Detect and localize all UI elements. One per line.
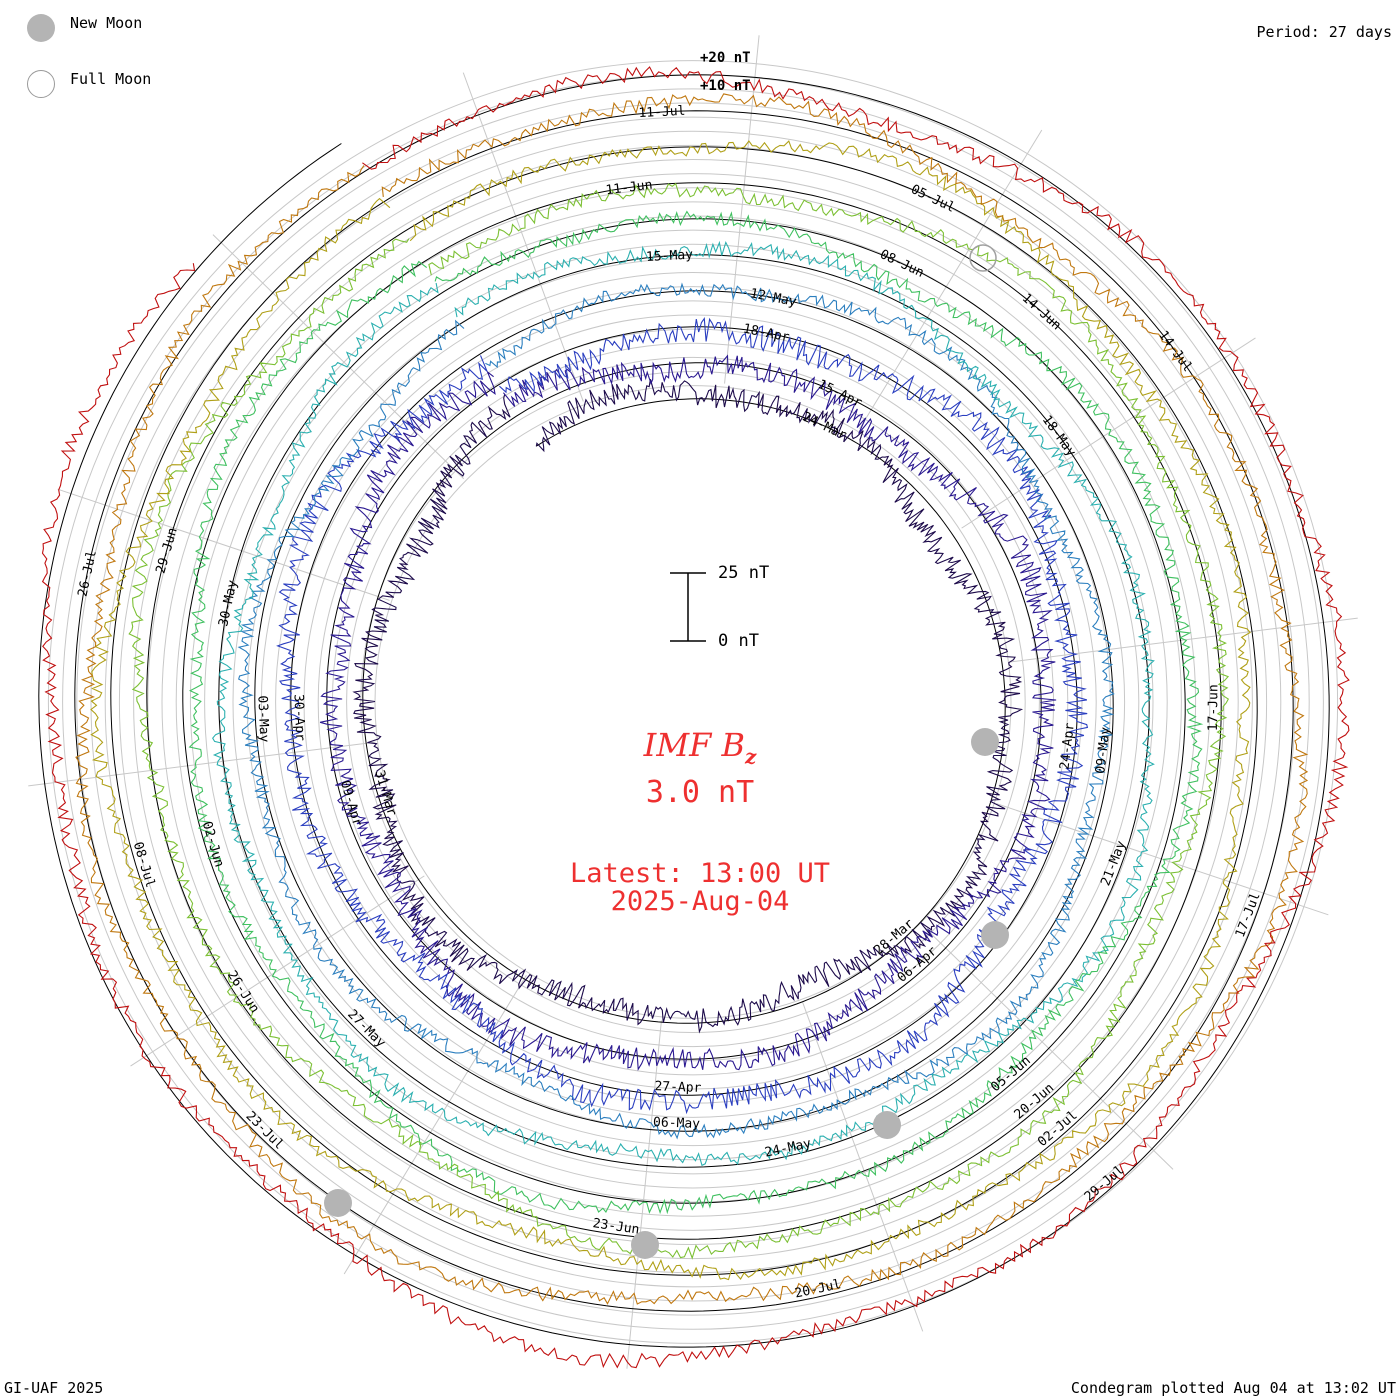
new-moon-marker [971,728,999,756]
grid-ring [260,272,1126,1132]
grid-ring [303,314,1083,1090]
series-rotation-7 [90,140,1251,1281]
grid-ring [374,385,1012,1019]
date-label: 23-Jun [592,1216,641,1238]
grid-ring [47,60,1339,1344]
date-label: 12-May [749,286,798,310]
date-label: 30-May [216,579,240,628]
date-label: 05-Jul [908,182,957,216]
grid-ring [360,370,1026,1034]
full-moon-legend-label: Full Moon [70,70,152,88]
new-moon-marker [981,921,1009,949]
grid-ring [189,201,1197,1203]
grid-ring [175,187,1211,1217]
outer-ring-label-10: +10 nT [700,78,751,94]
date-label: 27-Apr [654,1079,702,1096]
date-label: 15-May [646,248,694,265]
grid-ring [275,286,1111,1118]
date-label: 08-Jun [877,247,926,281]
series-rotation-8 [75,93,1309,1305]
date-label: 29-Jul [1082,1163,1127,1205]
series-layer [41,66,1350,1369]
grid-layer [28,35,1358,1369]
date-label: 09-May [1093,726,1113,775]
scale-bar [670,572,706,642]
date-label: 11-Jul [638,104,686,121]
date-label: 24-May [763,1136,812,1160]
grid-ring [118,130,1268,1274]
plotted-timestamp: Condegram plotted Aug 04 at 13:02 UT [1070,1379,1396,1397]
series-rotation-9 [41,66,1350,1369]
scale-top-label: 25 nT [718,563,770,583]
series-rotation-2 [276,317,1089,1115]
date-label: 20-Jul [793,1277,842,1301]
series-rotation-0 [352,379,1024,1034]
date-label: 06-May [653,1115,701,1132]
grid-ring [232,243,1154,1161]
grid-ring [147,159,1239,1245]
new-moon-legend-label: New Moon [70,14,143,32]
date-label: 26-Jul [75,549,99,598]
series-rotation-6 [128,182,1230,1260]
quantity-title: IMF Bz [0,726,1400,768]
grid-ring [246,257,1140,1147]
grid-spoke [343,974,527,1275]
quantity-name: IMF B [643,726,745,764]
date-label: 17-Jun [1206,684,1221,731]
grid-ring [346,356,1040,1048]
series-rotation-5 [188,210,1204,1215]
grid-spoke [212,234,465,480]
grid-ring [104,116,1282,1288]
grid-spoke [921,924,1174,1170]
series-rotation-4 [212,240,1155,1167]
grid-ring [90,102,1296,1302]
grid-ring [161,173,1225,1231]
label-layer: 24-Mar28-Mar31-Mar15-Apr06-Apr09-Apr18-A… [75,104,1263,1302]
grid-ring [76,88,1310,1316]
new-moon-marker [873,1111,901,1139]
scale-bottom-label: 0 nT [718,631,759,651]
date-label: 24-Mar [800,410,849,444]
grid-ring [289,300,1097,1104]
quantity-subscript: z [744,744,757,769]
grid-ring [133,144,1253,1260]
moon-layer [324,244,1009,1259]
grid-spoke [28,741,376,787]
grid-ring [204,215,1182,1189]
grid-spoke [996,803,1329,916]
grid-spoke [859,129,1043,430]
date-label: 11-Jun [605,178,653,199]
grid-ring [331,342,1055,1062]
period-label: Period: 27 days [1256,23,1392,41]
full-moon-marker [969,244,997,272]
grid-spoke [724,35,760,384]
outer-ring-label-20: +20 nT [700,50,751,66]
grid-ring [317,328,1069,1076]
latest-date: 2025-Aug-04 [610,886,790,917]
date-label: 30-Apr [290,694,307,742]
series-rotation-3 [237,282,1115,1140]
grid-spoke [130,875,425,1067]
latest-time: Latest: 13:00 UT [569,858,831,889]
new-moon-marker [631,1231,659,1259]
grid-spoke [462,72,584,402]
full-moon-legend-icon [27,70,55,98]
grid-spoke [802,1002,924,1332]
date-label: 24-Apr [1058,722,1078,771]
grid-spoke [626,1020,662,1369]
new-moon-legend-icon [27,14,55,42]
grid-spoke [961,337,1256,529]
current-value: 3.0 nT [645,775,755,810]
series-rotation-1 [319,354,1057,1071]
date-label: 03-May [254,695,271,743]
new-moon-marker [324,1189,352,1217]
grid-spoke [57,488,390,601]
credit-label: GI-UAF 2025 [4,1379,104,1397]
baseline-spiral [38,74,1330,1348]
